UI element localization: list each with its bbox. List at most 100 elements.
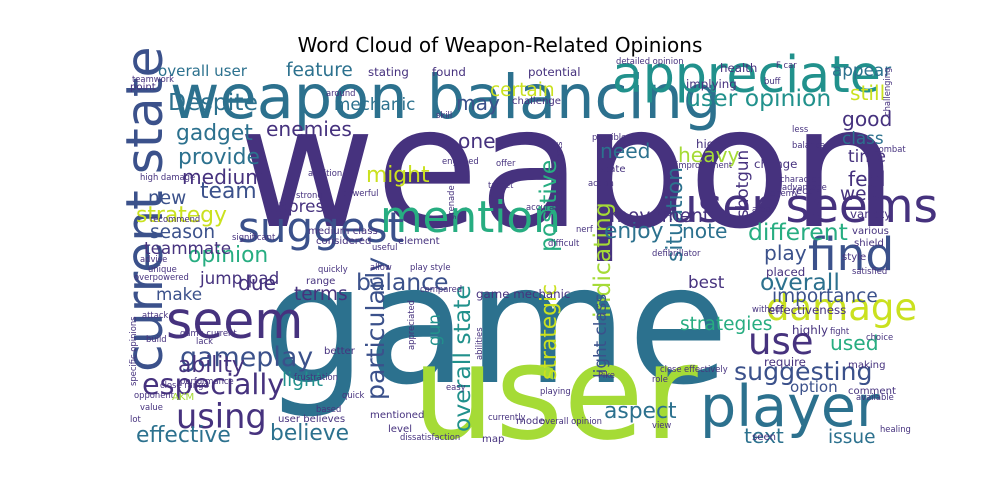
- word-especially: especially: [142, 367, 284, 401]
- word-gameplay: gameplay: [180, 342, 313, 373]
- word-variety: variety: [850, 207, 891, 221]
- word-lack: lack: [196, 336, 213, 346]
- word-significant: significant: [232, 232, 276, 242]
- word-balance: balance: [356, 268, 449, 296]
- word-light-class: light class: [590, 294, 610, 378]
- word-nerf: nerf: [576, 224, 594, 234]
- word-making: making: [848, 360, 885, 371]
- word-suggest: suggest: [238, 203, 404, 252]
- word-user-seems: user seems: [668, 179, 938, 234]
- word-importance: importance: [772, 286, 878, 307]
- word-buff: buff: [764, 76, 781, 86]
- word-detailed-opinion: detailed opinion: [616, 56, 684, 66]
- chart-title: Word Cloud of Weapon-Related Opinions: [297, 33, 703, 57]
- word-skill: skill: [436, 110, 452, 120]
- word-overall-opinion: overall opinion: [540, 416, 602, 426]
- word-addition: addition: [308, 168, 342, 178]
- word-target: target: [488, 180, 514, 190]
- word-might: might: [366, 163, 430, 188]
- word-appreciated: appreciated: [406, 300, 416, 350]
- word-high: high: [696, 137, 722, 151]
- word-advise: advise: [140, 254, 167, 264]
- word-certain: certain: [490, 80, 555, 101]
- word-grenade: grenade: [446, 185, 456, 220]
- word-quick: quick: [342, 390, 365, 400]
- word-heavy: heavy: [678, 143, 740, 167]
- word-user-opinion: user opinion: [686, 84, 831, 112]
- word-weapon-balancing: weapon balancing: [170, 63, 721, 133]
- word-better: better: [324, 346, 356, 357]
- word-pike: Pike: [598, 370, 615, 380]
- word-challenge: challenge: [512, 96, 561, 107]
- word-based: based: [316, 404, 341, 414]
- word-effectively: effectively: [684, 364, 728, 374]
- word-engaged: engaged: [442, 156, 479, 166]
- word-time: time: [848, 146, 886, 166]
- word-strong: strong: [296, 190, 323, 200]
- word-shotgun: shotgun: [732, 150, 752, 218]
- word-build: build: [146, 334, 167, 344]
- word-new: new: [148, 188, 186, 209]
- word-satisfied: satisfied: [852, 266, 887, 276]
- word-terms: terms: [294, 284, 348, 305]
- word-jump-pad: jump pad: [199, 268, 279, 288]
- word-seem: seem: [166, 291, 303, 350]
- word-abilities: abilities: [474, 327, 484, 360]
- word-fight: fight: [830, 326, 850, 336]
- word-find: find: [808, 228, 894, 281]
- word-game-mechanic: game mechanic: [476, 287, 570, 301]
- word-state: state: [600, 164, 626, 175]
- word-play-style: play style: [410, 262, 450, 272]
- word-around: around: [326, 88, 355, 98]
- word-effective: effective: [136, 423, 231, 448]
- word-recoil: recoil: [792, 186, 819, 197]
- word-best: best: [688, 272, 725, 292]
- word-value: value: [140, 402, 163, 412]
- word-useful: useful: [372, 242, 397, 252]
- word-map: map: [482, 434, 504, 445]
- word-provide: provide: [178, 145, 260, 170]
- word-enemies: enemies: [266, 117, 352, 141]
- word-comment: comment: [848, 386, 896, 397]
- word-movement: movement: [610, 206, 710, 227]
- word-quickly: quickly: [318, 264, 348, 274]
- word-strategy: strategy: [136, 203, 227, 228]
- word-teamwork: teamwork: [132, 74, 174, 84]
- word-offer: offer: [496, 158, 516, 168]
- word-enjoy: enjoy: [604, 219, 664, 244]
- word-combat: combat: [874, 144, 906, 154]
- word-area: area: [752, 204, 771, 214]
- word-mode: mode: [516, 416, 545, 427]
- word-option: option: [790, 378, 838, 396]
- word-light: light: [282, 370, 323, 391]
- word-user: user: [412, 316, 698, 469]
- word-strategies: strategies: [680, 314, 772, 335]
- word-seen: seen: [752, 432, 776, 443]
- word-potential: potential: [528, 65, 580, 79]
- word-close: close: [660, 364, 682, 374]
- word-action: action: [588, 178, 614, 188]
- word-advantage: advantage: [782, 182, 827, 192]
- word-feature: feature: [286, 60, 353, 81]
- word-make: make: [156, 284, 202, 304]
- word-unique: unique: [148, 264, 177, 274]
- word-need: need: [600, 139, 650, 163]
- word-balanced: balanced: [792, 140, 830, 150]
- word-placed: placed: [766, 265, 805, 279]
- word-issue: issue: [828, 427, 876, 448]
- word-attack: attack: [142, 310, 168, 320]
- word-stating: stating: [368, 65, 409, 79]
- word-frustration: frustration: [294, 372, 338, 382]
- word-character: character: [780, 174, 821, 184]
- word-mention: mention: [380, 192, 561, 243]
- word-range: range: [306, 276, 335, 287]
- word-style: style: [842, 252, 866, 263]
- word-used: used: [830, 331, 879, 355]
- word-change: change: [754, 157, 797, 171]
- word-level: level: [388, 424, 412, 435]
- word-positive: positive: [534, 160, 562, 252]
- word-element: element: [398, 236, 440, 247]
- word-overall-user: overall user: [158, 62, 248, 80]
- word-performance: performance: [180, 376, 234, 386]
- word-current-state: current state: [115, 47, 174, 372]
